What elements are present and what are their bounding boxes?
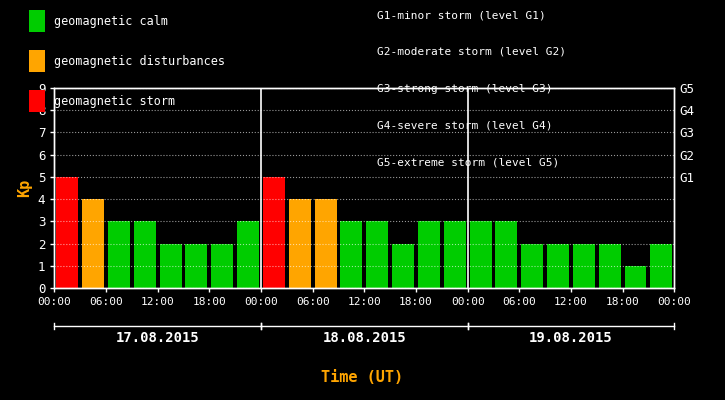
Y-axis label: Kp: Kp [17,179,33,197]
Bar [624,266,647,288]
Bar [366,221,388,288]
Bar [211,244,233,288]
Bar [573,244,594,288]
Text: G2-moderate storm (level G2): G2-moderate storm (level G2) [377,47,566,57]
Bar [495,221,518,288]
Bar [315,199,336,288]
Text: Time (UT): Time (UT) [321,370,404,386]
Bar [82,199,104,288]
Text: geomagnetic calm: geomagnetic calm [54,14,168,28]
Bar [521,244,543,288]
Bar [263,177,285,288]
Bar [160,244,181,288]
Text: G4-severe storm (level G4): G4-severe storm (level G4) [377,120,552,130]
Text: G3-strong storm (level G3): G3-strong storm (level G3) [377,84,552,94]
Bar [418,221,440,288]
Bar [547,244,569,288]
Bar [650,244,672,288]
Bar [186,244,207,288]
Bar [134,221,156,288]
Text: 17.08.2015: 17.08.2015 [116,331,199,345]
Bar [108,221,130,288]
Bar [392,244,414,288]
Bar [341,221,362,288]
Bar [470,221,492,288]
Text: G5-extreme storm (level G5): G5-extreme storm (level G5) [377,157,559,167]
Bar [57,177,78,288]
Text: geomagnetic storm: geomagnetic storm [54,94,175,108]
Text: 19.08.2015: 19.08.2015 [529,331,613,345]
Bar [599,244,621,288]
Text: 18.08.2015: 18.08.2015 [323,331,406,345]
Bar [237,221,259,288]
Bar [444,221,465,288]
Bar [289,199,311,288]
Text: G1-minor storm (level G1): G1-minor storm (level G1) [377,10,546,20]
Text: geomagnetic disturbances: geomagnetic disturbances [54,54,225,68]
